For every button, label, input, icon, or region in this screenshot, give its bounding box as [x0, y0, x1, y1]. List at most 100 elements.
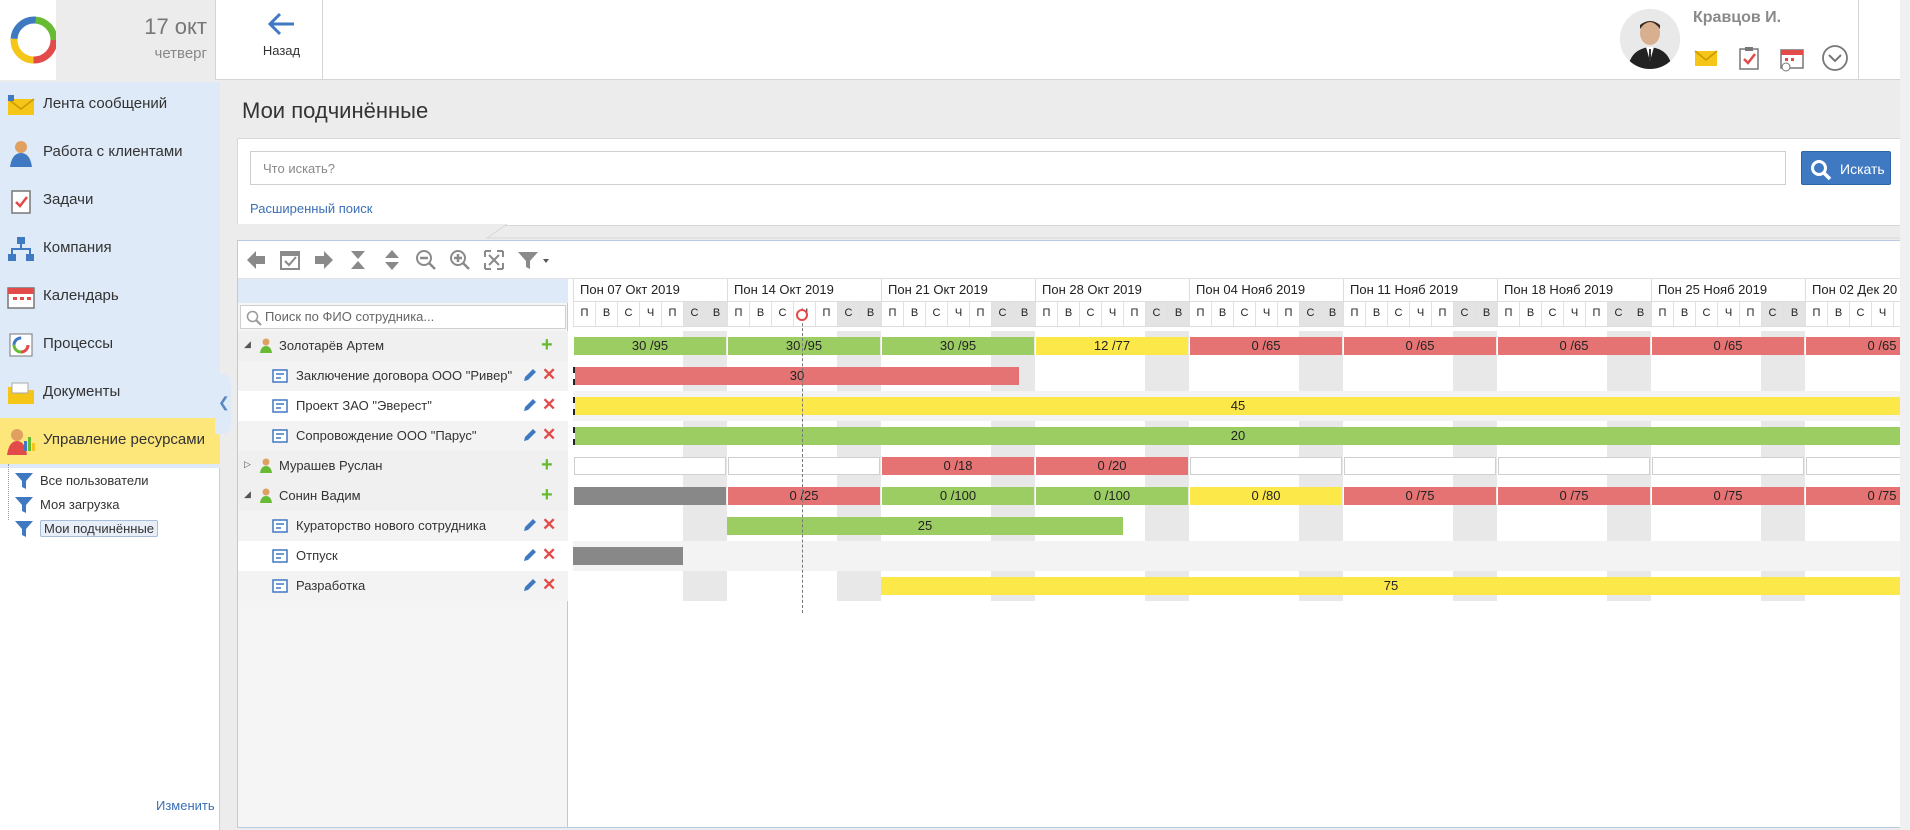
load-bar[interactable]: 30 /95: [728, 337, 880, 355]
sidebar-item-clients[interactable]: Работа с клиентами: [0, 130, 220, 176]
person-row[interactable]: ◢ Сонин Вадим +: [238, 481, 568, 511]
load-bar[interactable]: [1806, 457, 1901, 475]
load-bar[interactable]: 0 /100: [1036, 487, 1188, 505]
employee-search[interactable]: [240, 305, 566, 329]
delete-icon[interactable]: ✕: [542, 545, 557, 564]
sidebar-item-calendar[interactable]: Календарь: [0, 274, 220, 320]
add-task-button[interactable]: +: [541, 454, 553, 476]
sidebar-item-tasks[interactable]: Задачи: [0, 178, 220, 224]
pencil-icon[interactable]: [522, 547, 538, 563]
load-bar[interactable]: 0 /25: [728, 487, 880, 505]
load-bar[interactable]: 0 /20: [1036, 457, 1188, 475]
task-bar[interactable]: 20: [575, 427, 1901, 445]
task-bar[interactable]: [573, 547, 683, 565]
load-bar[interactable]: [574, 487, 726, 505]
load-bar[interactable]: [728, 457, 880, 475]
task-bar[interactable]: 30: [575, 367, 1019, 385]
delete-icon[interactable]: ✕: [542, 575, 557, 594]
person-row[interactable]: ◢ Золотарёв Артем +: [238, 331, 568, 361]
task-bar[interactable]: 75: [881, 577, 1901, 595]
task-row[interactable]: Кураторство нового сотрудника ✕: [238, 511, 568, 541]
load-bar[interactable]: 0 /75: [1806, 487, 1901, 505]
sidebar-sub-all-users[interactable]: Все пользователи: [14, 471, 149, 493]
load-bar[interactable]: [1344, 457, 1496, 475]
load-bar[interactable]: [1498, 457, 1650, 475]
load-bar[interactable]: 0 /75: [1652, 487, 1804, 505]
pencil-icon[interactable]: [522, 397, 538, 413]
expand-all-icon[interactable]: [380, 248, 404, 272]
task-bar[interactable]: 45: [575, 397, 1901, 415]
zoom-out-icon[interactable]: [414, 248, 438, 272]
sidebar-item-resources[interactable]: Управление ресурсами: [0, 418, 220, 464]
advanced-search-link[interactable]: Расширенный поиск: [250, 201, 373, 216]
expand-toggle-icon[interactable]: ◢: [244, 339, 251, 349]
load-bar[interactable]: 0 /18: [882, 457, 1034, 475]
load-bar[interactable]: [1652, 457, 1804, 475]
chevron-down-icon[interactable]: [1821, 44, 1849, 72]
task-row[interactable]: Отпуск ✕: [238, 541, 568, 571]
sidebar-sub-my-subordinates[interactable]: Мои подчинённые: [14, 519, 159, 541]
load-bar[interactable]: 0 /75: [1498, 487, 1650, 505]
employee-search-input[interactable]: [265, 309, 561, 324]
delete-icon[interactable]: ✕: [542, 425, 557, 444]
load-bar[interactable]: 0 /100: [882, 487, 1034, 505]
avatar[interactable]: [1620, 9, 1680, 69]
task-row[interactable]: Проект ЗАО "Эверест" ✕: [238, 391, 568, 421]
tasks-icon[interactable]: [1735, 44, 1763, 72]
calendar-check-icon[interactable]: [278, 248, 302, 272]
load-bar[interactable]: [574, 457, 726, 475]
task-row[interactable]: Разработка ✕: [238, 571, 568, 601]
load-bar[interactable]: 0 /65: [1344, 337, 1496, 355]
calendar-icon[interactable]: [1778, 44, 1806, 72]
user-name[interactable]: Кравцов И.: [1693, 9, 1782, 26]
add-task-button[interactable]: +: [541, 484, 553, 506]
sidebar-item-feed[interactable]: Лента сообщений: [0, 82, 220, 128]
load-bar[interactable]: 30 /95: [574, 337, 726, 355]
pencil-icon[interactable]: [522, 517, 538, 533]
back-button[interactable]: Назад: [241, 0, 323, 80]
day-header: П: [1277, 302, 1299, 326]
expand-toggle-icon[interactable]: ◢: [244, 489, 251, 499]
load-bar[interactable]: 30 /95: [882, 337, 1034, 355]
delete-icon[interactable]: ✕: [542, 365, 557, 384]
fit-screen-icon[interactable]: [482, 248, 506, 272]
arrow-left-icon[interactable]: [244, 248, 268, 272]
search-input[interactable]: [250, 151, 1786, 185]
sidebar-item-processes[interactable]: Процессы: [0, 322, 220, 368]
delete-icon[interactable]: ✕: [542, 395, 557, 414]
task-row[interactable]: Сопровождение ООО "Парус" ✕: [238, 421, 568, 451]
load-bar[interactable]: 0 /65: [1190, 337, 1342, 355]
search-button[interactable]: Искать: [1801, 151, 1891, 185]
task-bar[interactable]: 25: [727, 517, 1123, 535]
mail-icon[interactable]: [1692, 44, 1720, 72]
load-bar[interactable]: 0 /65: [1806, 337, 1901, 355]
load-bar[interactable]: 0 /75: [1344, 487, 1496, 505]
sidebar-item-company[interactable]: Компания: [0, 226, 220, 272]
task-row[interactable]: Заключение договора ООО "Ривер" ✕: [238, 361, 568, 391]
sidebar: Лента сообщений Работа с клиентами Задач…: [0, 82, 231, 830]
filter-dropdown-icon[interactable]: [516, 248, 552, 272]
company-icon: [8, 237, 34, 261]
pencil-icon[interactable]: [522, 427, 538, 443]
pencil-icon[interactable]: [522, 577, 538, 593]
load-bar[interactable]: 12 /77: [1036, 337, 1188, 355]
load-bar[interactable]: [1190, 457, 1342, 475]
sidebar-item-documents[interactable]: Документы: [0, 370, 220, 416]
add-task-button[interactable]: +: [541, 334, 553, 356]
load-bar[interactable]: 0 /80: [1190, 487, 1342, 505]
zoom-in-icon[interactable]: [448, 248, 472, 272]
day-header: С: [617, 302, 639, 326]
person-row[interactable]: ▷ Мурашев Руслан +: [238, 451, 568, 481]
sidebar-collapse-button[interactable]: ❮: [215, 374, 231, 434]
page-scrollbar[interactable]: [1900, 0, 1910, 830]
sidebar-sub-my-load[interactable]: Моя загрузка: [14, 495, 120, 517]
collapse-all-icon[interactable]: [346, 248, 370, 272]
load-bar[interactable]: 0 /65: [1498, 337, 1650, 355]
edit-link[interactable]: Изменить: [156, 798, 215, 813]
load-bar[interactable]: 0 /65: [1652, 337, 1804, 355]
day-header: В: [1365, 302, 1387, 326]
expand-toggle-icon[interactable]: ▷: [244, 459, 251, 469]
arrow-right-icon[interactable]: [312, 248, 336, 272]
delete-icon[interactable]: ✕: [542, 515, 557, 534]
pencil-icon[interactable]: [522, 367, 538, 383]
